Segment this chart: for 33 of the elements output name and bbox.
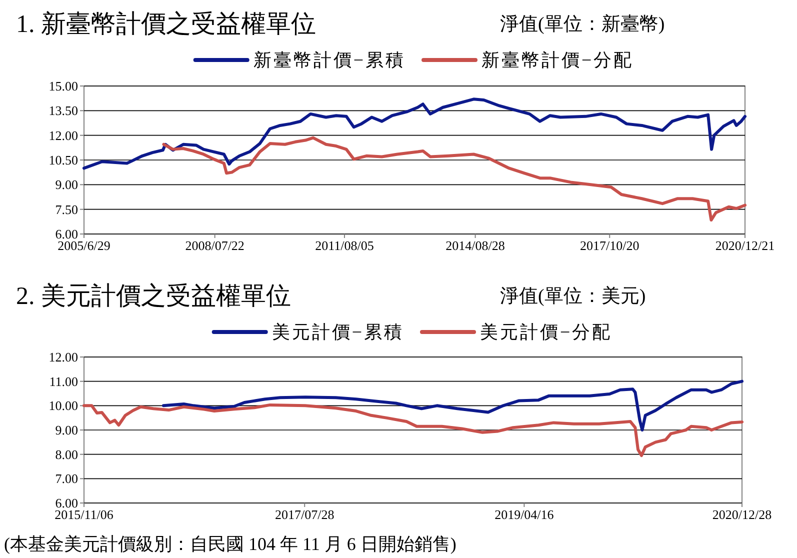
chart-title: 1. 新臺幣計價之受益權單位 (16, 10, 316, 38)
legend-label: 新臺幣計價−累積 (253, 50, 406, 70)
legend-label: 新臺幣計價−分配 (482, 50, 634, 70)
y-tick-label: 9.00 (55, 422, 78, 438)
y-tick-label: 8.00 (55, 446, 78, 462)
legend-label: 美元計價−分配 (480, 322, 612, 342)
x-tick-label: 2011/08/05 (315, 238, 374, 253)
line-series (82, 403, 744, 458)
x-tick-label: 2020/12/28 (712, 507, 772, 522)
y-tick-label: 7.00 (55, 471, 78, 486)
y-tick-label: 7.50 (55, 202, 78, 217)
x-tick-label: 2020/12/21 (715, 238, 775, 253)
line-series (162, 380, 744, 432)
chart-title: 2. 美元計價之受益權單位 (16, 282, 291, 310)
y-tick-label: 10.50 (48, 152, 78, 168)
x-tick-label: 2017/10/20 (580, 238, 640, 253)
y-tick-label: 11.00 (49, 374, 78, 389)
x-tick-label: 2017/07/28 (275, 507, 334, 522)
y-tick-label: 15.00 (48, 78, 78, 94)
x-tick-label: 2008/07/22 (185, 238, 244, 253)
y-tick-label: 13.50 (48, 103, 78, 118)
x-tick-label: 2019/04/16 (494, 507, 554, 522)
y-tick-label: 9.00 (55, 177, 78, 192)
y-tick-label: 12.00 (48, 128, 78, 143)
line-series (82, 98, 746, 170)
y-tick-label: 12.00 (48, 350, 78, 364)
legend-label: 美元計價−累積 (272, 322, 404, 342)
x-tick-label: 2014/08/28 (446, 238, 505, 253)
y-tick-label: 10.00 (48, 398, 78, 414)
chart-subtitle: 淨值(單位：美元) (500, 285, 646, 307)
line-series (162, 136, 746, 222)
chart-subtitle: 淨值(單位：新臺幣) (500, 13, 665, 35)
text: (本基金美元計價級別：自民國 104 年 11 月 6 日開始銷售) (4, 534, 456, 554)
